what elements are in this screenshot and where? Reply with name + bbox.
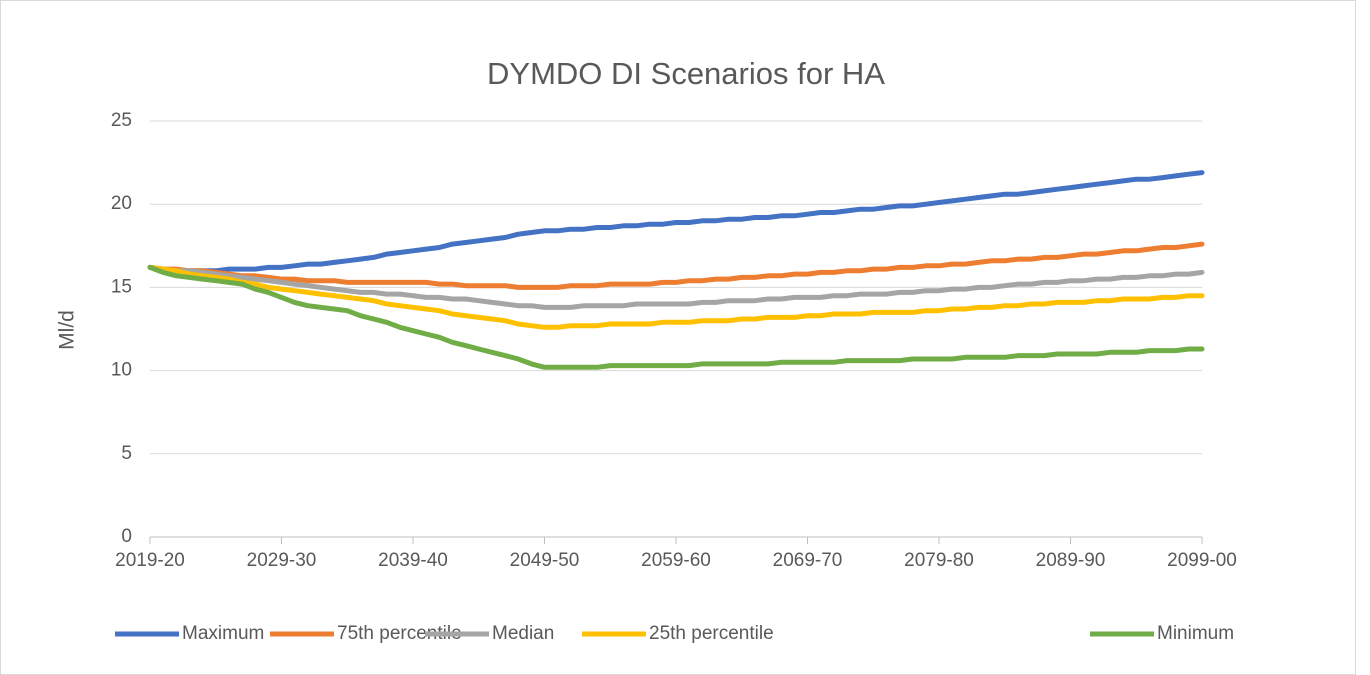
x-tick-label: 2049-50 <box>510 550 580 571</box>
y-tick-label: 15 <box>111 276 132 297</box>
x-tick-label: 2029-30 <box>247 550 317 571</box>
x-tick-label: 2099-00 <box>1167 550 1237 571</box>
y-tick-label: 10 <box>111 360 132 381</box>
x-tick-label: 2089-90 <box>1036 550 1106 571</box>
y-tick-label: 0 <box>121 526 132 547</box>
legend-label: Minimum <box>1157 623 1234 644</box>
x-tick-label: 2039-40 <box>378 550 448 571</box>
x-tick-label: 2079-80 <box>904 550 974 571</box>
y-tick-label: 5 <box>121 443 132 464</box>
x-tick-label: 2059-60 <box>641 550 711 571</box>
y-tick-label: 20 <box>111 193 132 214</box>
series-line <box>147 241 1205 290</box>
series-line <box>147 264 1205 370</box>
y-axis-label: Ml/d <box>56 310 79 350</box>
legend-label: 25th percentile <box>649 623 774 644</box>
legend-label: Maximum <box>182 623 264 644</box>
x-tick-label: 2019-20 <box>115 550 185 571</box>
y-tick-label: 25 <box>111 110 132 131</box>
series-line <box>147 170 1205 274</box>
legend-label: Median <box>492 623 554 644</box>
chart-title: DYMDO DI Scenarios for HA <box>487 56 885 91</box>
series-line <box>147 264 1205 330</box>
x-tick-label: 2069-70 <box>773 550 843 571</box>
series-line <box>147 264 1205 310</box>
legend-label: 75th percentile <box>337 623 462 644</box>
